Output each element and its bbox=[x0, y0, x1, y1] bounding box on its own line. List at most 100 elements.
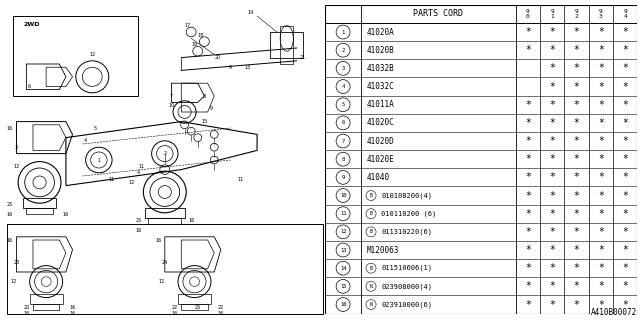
Text: *: * bbox=[573, 118, 579, 128]
Text: N: N bbox=[369, 284, 372, 289]
Text: *: * bbox=[622, 45, 628, 55]
Text: 16: 16 bbox=[69, 311, 76, 316]
Text: *: * bbox=[598, 27, 604, 37]
Text: *: * bbox=[622, 154, 628, 164]
Text: 41020B: 41020B bbox=[367, 46, 394, 55]
Text: *: * bbox=[525, 209, 531, 219]
Text: *: * bbox=[549, 245, 555, 255]
Text: 25: 25 bbox=[135, 218, 141, 223]
Text: 14: 14 bbox=[248, 10, 253, 15]
Text: 12: 12 bbox=[10, 279, 16, 284]
Text: 41032B: 41032B bbox=[367, 64, 394, 73]
Text: 010108200(4): 010108200(4) bbox=[381, 192, 433, 199]
Text: *: * bbox=[598, 300, 604, 309]
Text: *: * bbox=[549, 209, 555, 219]
Text: 011510606(1): 011510606(1) bbox=[381, 265, 433, 271]
Text: 13: 13 bbox=[340, 248, 346, 252]
Text: *: * bbox=[622, 209, 628, 219]
Bar bbox=[148, 218, 181, 224]
Text: *: * bbox=[525, 227, 531, 237]
Bar bbox=[23, 198, 56, 208]
Text: *: * bbox=[573, 300, 579, 309]
Bar bbox=[280, 26, 293, 64]
Text: 9
1: 9 1 bbox=[550, 9, 554, 19]
Text: *: * bbox=[622, 172, 628, 182]
Text: 16: 16 bbox=[7, 212, 13, 217]
Text: *: * bbox=[549, 227, 555, 237]
Text: 16: 16 bbox=[218, 311, 224, 316]
Text: *: * bbox=[525, 300, 531, 309]
Bar bbox=[178, 294, 211, 304]
Text: *: * bbox=[622, 227, 628, 237]
Text: 3: 3 bbox=[342, 66, 345, 71]
Text: *: * bbox=[598, 82, 604, 92]
Text: *: * bbox=[573, 63, 579, 73]
Text: 22: 22 bbox=[218, 305, 224, 310]
Text: 9
2: 9 2 bbox=[575, 9, 579, 19]
Text: *: * bbox=[622, 136, 628, 146]
Text: 13: 13 bbox=[244, 65, 250, 70]
Text: 023910000(6): 023910000(6) bbox=[381, 301, 433, 308]
Bar bbox=[26, 208, 52, 214]
Text: 16: 16 bbox=[23, 311, 29, 316]
Text: *: * bbox=[573, 209, 579, 219]
Text: 25: 25 bbox=[7, 202, 13, 207]
Text: 11: 11 bbox=[237, 177, 244, 182]
Bar bbox=[181, 304, 207, 310]
Text: *: * bbox=[622, 190, 628, 201]
Text: 41020C: 41020C bbox=[367, 118, 394, 127]
Text: 10: 10 bbox=[168, 103, 175, 108]
Text: *: * bbox=[573, 281, 579, 291]
Text: *: * bbox=[622, 300, 628, 309]
Text: 41020D: 41020D bbox=[367, 137, 394, 146]
Text: 20: 20 bbox=[214, 55, 221, 60]
Text: 11: 11 bbox=[139, 164, 145, 169]
Text: *: * bbox=[598, 281, 604, 291]
Text: *: * bbox=[549, 300, 555, 309]
Text: 011310220(6): 011310220(6) bbox=[381, 228, 433, 235]
Text: 21: 21 bbox=[300, 55, 307, 60]
Text: 16: 16 bbox=[188, 218, 195, 223]
Bar bbox=[13, 16, 138, 96]
Text: 9
3: 9 3 bbox=[599, 9, 603, 19]
Text: *: * bbox=[598, 63, 604, 73]
Text: 16: 16 bbox=[135, 228, 141, 233]
Text: *: * bbox=[549, 281, 555, 291]
Text: 23: 23 bbox=[13, 260, 20, 265]
Text: 12: 12 bbox=[13, 164, 20, 169]
Text: *: * bbox=[525, 100, 531, 110]
Bar bbox=[33, 304, 60, 310]
Text: 10: 10 bbox=[340, 193, 346, 198]
Bar bbox=[145, 208, 184, 218]
Text: 12: 12 bbox=[89, 52, 95, 57]
Text: *: * bbox=[622, 100, 628, 110]
Text: PARTS CORD: PARTS CORD bbox=[413, 9, 463, 18]
Text: *: * bbox=[573, 136, 579, 146]
Text: 12: 12 bbox=[340, 229, 346, 234]
Text: 20: 20 bbox=[23, 305, 29, 310]
Text: N: N bbox=[369, 302, 372, 307]
Text: 9: 9 bbox=[342, 175, 345, 180]
Text: 12: 12 bbox=[129, 180, 135, 185]
Text: *: * bbox=[549, 82, 555, 92]
Text: *: * bbox=[622, 263, 628, 273]
Text: *: * bbox=[549, 263, 555, 273]
Text: *: * bbox=[598, 154, 604, 164]
Text: 2: 2 bbox=[342, 48, 345, 53]
Text: *: * bbox=[549, 190, 555, 201]
Bar bbox=[6, 224, 323, 314]
Text: 11: 11 bbox=[109, 177, 115, 182]
Text: 19: 19 bbox=[191, 42, 198, 47]
Text: 12: 12 bbox=[158, 279, 164, 284]
Text: *: * bbox=[525, 154, 531, 164]
Text: 16: 16 bbox=[7, 237, 13, 243]
Text: 4: 4 bbox=[342, 84, 345, 89]
Text: 11: 11 bbox=[340, 211, 346, 216]
Text: B: B bbox=[369, 229, 372, 234]
Text: *: * bbox=[549, 136, 555, 146]
Text: 7: 7 bbox=[342, 139, 345, 144]
Text: 9
0: 9 0 bbox=[526, 9, 530, 19]
Text: *: * bbox=[622, 281, 628, 291]
Text: *: * bbox=[549, 27, 555, 37]
Text: 41011A: 41011A bbox=[367, 100, 394, 109]
